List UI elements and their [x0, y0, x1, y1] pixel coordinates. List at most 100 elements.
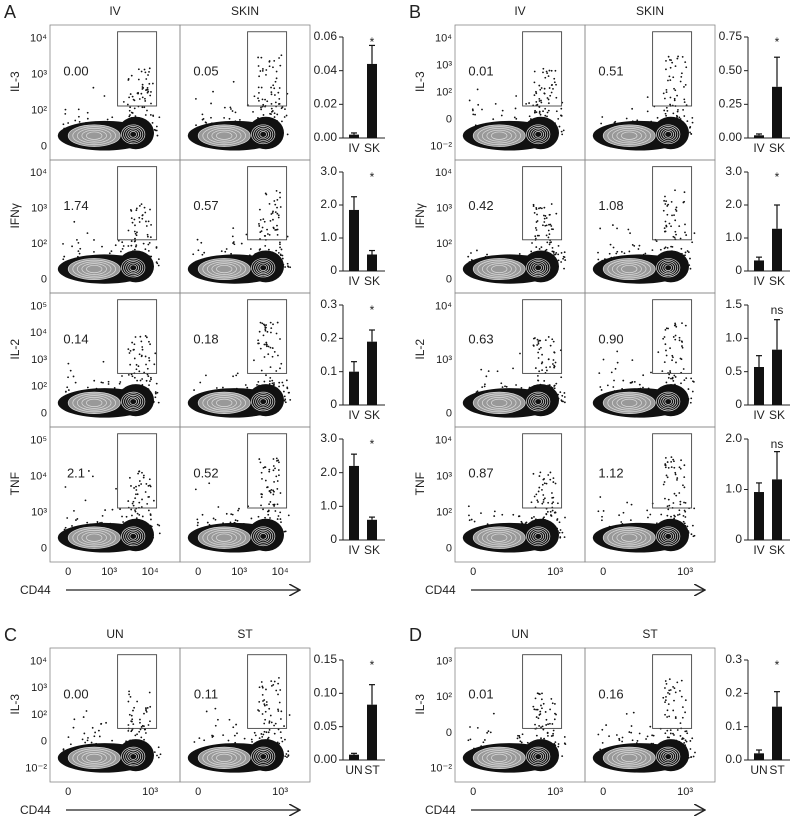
- event-dot: [279, 196, 281, 199]
- flow-plot: 0.00: [49, 24, 181, 161]
- event-dot: [501, 109, 504, 112]
- flow-x-tick-label: 0: [65, 566, 71, 578]
- event-dot: [665, 327, 668, 330]
- event-dot: [561, 133, 564, 136]
- event-dot: [673, 734, 675, 736]
- event-dot: [674, 219, 677, 222]
- event-dot: [233, 734, 236, 737]
- event-dot: [81, 738, 84, 741]
- event-dot: [157, 258, 160, 261]
- event-dot: [676, 94, 678, 97]
- event-dot: [258, 458, 261, 460]
- event-dot: [272, 493, 275, 496]
- event-dot: [137, 78, 140, 81]
- contour: [660, 529, 677, 543]
- contour: [472, 124, 526, 147]
- population-blob: [652, 250, 689, 283]
- event-dot: [64, 486, 67, 488]
- event-dot: [276, 198, 279, 201]
- event-dot: [532, 472, 535, 475]
- contour: [121, 258, 146, 278]
- contour: [216, 131, 233, 140]
- event-dot: [546, 111, 549, 114]
- event-dot: [563, 401, 566, 404]
- event-dot: [663, 109, 666, 112]
- event-dot: [244, 384, 247, 386]
- event-dot: [553, 718, 556, 721]
- event-dot: [669, 732, 672, 735]
- event-dot: [601, 515, 603, 518]
- event-dot: [546, 369, 548, 372]
- category-label: SK: [769, 408, 785, 422]
- gate: [522, 654, 563, 729]
- event-dot: [543, 482, 546, 485]
- event-dot: [672, 732, 674, 735]
- event-dot: [618, 739, 621, 742]
- event-dot: [667, 203, 670, 206]
- event-dot: [111, 739, 114, 742]
- event-dot: [267, 353, 270, 356]
- y-tick-label: 0.1: [320, 364, 337, 378]
- event-dot: [690, 133, 693, 135]
- contour: [253, 748, 274, 765]
- flow-y-tick-label: 10³: [436, 59, 452, 71]
- event-dot: [270, 107, 273, 110]
- contour: [255, 750, 272, 764]
- event-dot: [274, 80, 277, 83]
- gate-percentage: 2.1: [67, 466, 85, 481]
- event-dot: [261, 713, 264, 715]
- event-dot: [228, 117, 231, 120]
- flow-y-tick-label: 10²: [436, 691, 452, 703]
- event-dot: [627, 228, 630, 231]
- event-dot: [535, 111, 538, 114]
- event-dot: [541, 369, 544, 371]
- event-dot: [540, 101, 543, 104]
- event-dot: [121, 247, 124, 250]
- y-tick-label: 0.3: [725, 652, 742, 666]
- event-dot: [132, 500, 135, 503]
- flow-y-tick-label: 10⁴: [30, 32, 47, 44]
- event-dot: [693, 507, 696, 510]
- event-dot: [666, 461, 669, 463]
- flow-plot: 0.87: [454, 426, 586, 563]
- contour: [616, 397, 642, 409]
- event-dot: [673, 374, 676, 377]
- event-dot: [253, 731, 256, 734]
- event-dot: [279, 338, 281, 340]
- bar: [367, 254, 377, 271]
- event-dot: [71, 245, 73, 248]
- event-dot: [105, 721, 107, 724]
- event-dot: [281, 257, 284, 260]
- event-dot: [671, 245, 674, 248]
- event-dot: [265, 688, 267, 691]
- event-dot: [613, 379, 615, 382]
- event-dot: [260, 504, 262, 507]
- event-dot: [148, 357, 150, 359]
- event-dot: [682, 520, 685, 523]
- event-dot: [668, 693, 671, 695]
- event-dot: [682, 514, 685, 517]
- event-dot: [552, 88, 554, 90]
- event-dot: [256, 383, 258, 386]
- contour: [486, 263, 512, 275]
- event-dot: [279, 243, 281, 246]
- event-dot: [144, 248, 147, 251]
- event-dot: [260, 681, 263, 683]
- event-dot: [69, 743, 72, 746]
- event-dot: [692, 755, 695, 758]
- contour: [129, 533, 137, 540]
- event-dot: [77, 115, 80, 118]
- event-dot: [222, 734, 225, 737]
- event-dot: [286, 387, 289, 390]
- event-dot: [530, 501, 533, 504]
- event-dot: [480, 512, 482, 515]
- event-dot: [259, 231, 262, 234]
- event-dot: [232, 375, 234, 378]
- contour: [81, 263, 107, 275]
- contour: [127, 262, 140, 273]
- event-dot: [543, 497, 546, 500]
- event-dot: [140, 736, 143, 739]
- event-dot: [689, 748, 692, 750]
- event-dot: [145, 710, 148, 713]
- event-dot: [669, 103, 672, 106]
